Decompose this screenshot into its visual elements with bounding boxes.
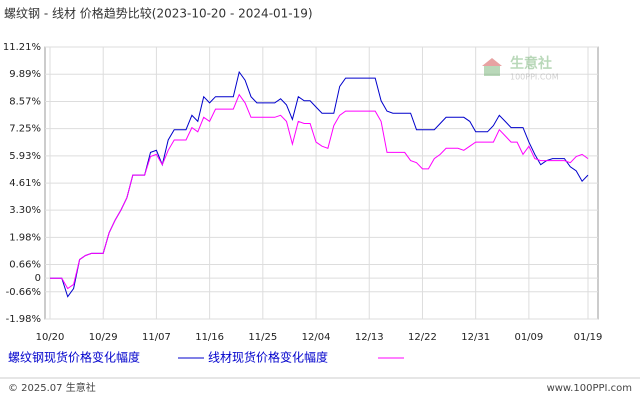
legend-label: 螺纹钢现货价格变化幅度 (8, 350, 140, 365)
x-tick-label: 12/31 (461, 332, 490, 343)
x-tick-label: 12/13 (355, 332, 384, 343)
y-tick-label: 0.66% (9, 260, 41, 271)
x-tick-label: 01/09 (514, 332, 543, 343)
watermark-logo: 生意社 100PPI.COM (482, 55, 559, 82)
footer-right: www.100PPI.com (547, 383, 632, 394)
y-tick-label: 1.98% (9, 232, 41, 243)
chart-title: 螺纹钢 - 线材 价格趋势比较(2023-10-20 - 2024-01-19) (4, 6, 313, 21)
logo-roof (482, 58, 502, 66)
x-tick-label: 11/16 (195, 332, 224, 343)
legend-label: 线材现货价格变化幅度 (208, 350, 328, 365)
grid (45, 46, 598, 320)
logo-body (484, 66, 500, 76)
watermark-sub: 100PPI.COM (510, 73, 559, 82)
y-tick-label: -1.98% (6, 314, 41, 325)
x-tick-label: 10/20 (36, 332, 65, 343)
x-tick-label: 11/25 (248, 332, 277, 343)
y-tick-label: 11.21% (3, 42, 41, 53)
x-tick-label: 12/22 (408, 332, 437, 343)
watermark: 生意社 (510, 55, 552, 72)
y-tick-label: 4.61% (9, 178, 41, 189)
footer-left: © 2025.07 生意社 (8, 381, 96, 394)
y-tick-label: 7.25% (9, 124, 41, 135)
x-tick-label: 10/29 (89, 332, 118, 343)
series-line (50, 93, 589, 290)
y-tick-label: 3.30% (9, 205, 41, 216)
y-tick-label: 9.89% (9, 69, 41, 80)
x-tick-label: 01/19 (574, 332, 603, 343)
y-tick-label: -0.66% (6, 287, 41, 298)
x-tick-label: 11/07 (142, 332, 171, 343)
y-tick-label: 5.93% (9, 151, 41, 162)
y-tick-label: 0 (35, 273, 41, 284)
x-tick-label: 12/04 (302, 332, 331, 343)
y-tick-label: 8.57% (9, 96, 41, 107)
